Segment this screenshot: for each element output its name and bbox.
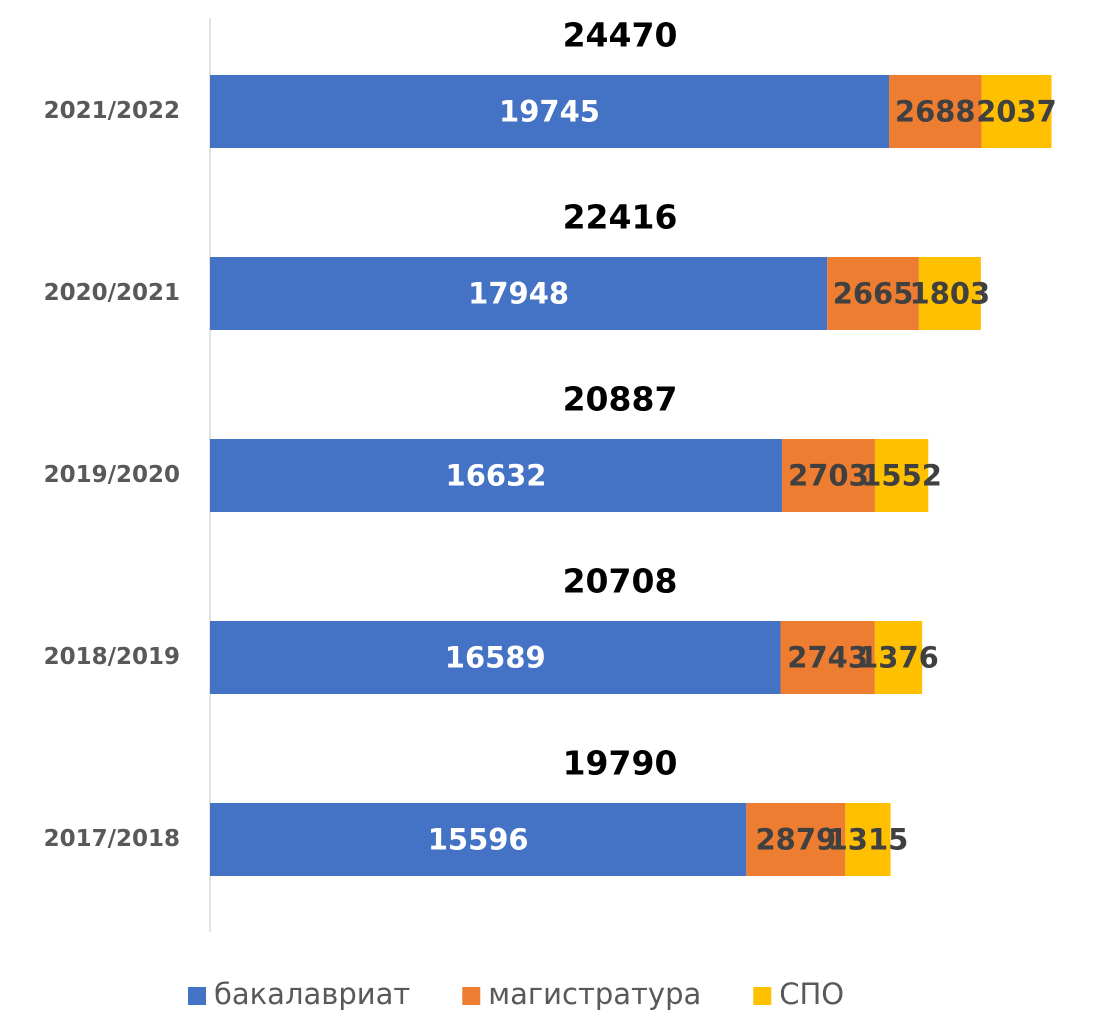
data-label: 2037 <box>976 95 1057 129</box>
y-tick-label: 2019/2020 <box>44 462 180 488</box>
legend-swatch <box>462 987 481 1005</box>
bar-segment <box>889 75 982 148</box>
data-label: 1552 <box>861 459 942 493</box>
total-label: 22416 <box>563 198 678 237</box>
data-label: 2879 <box>755 823 836 857</box>
total-label: 24470 <box>563 16 678 55</box>
data-label: 17948 <box>468 277 569 311</box>
bar-segment <box>210 621 781 694</box>
bar-segment <box>874 621 923 694</box>
data-label: 2703 <box>788 459 869 493</box>
legend-label: СПО <box>779 977 844 1011</box>
y-tick-label: 2021/2022 <box>44 98 180 124</box>
bar-segment <box>827 257 919 330</box>
legend-swatch <box>188 987 206 1005</box>
bar-segment <box>210 257 828 330</box>
bar-segment <box>781 439 875 512</box>
y-tick-label: 2017/2018 <box>44 826 180 852</box>
bar-segment <box>918 257 981 330</box>
bar-segment <box>981 75 1052 148</box>
data-label: 15596 <box>428 823 529 857</box>
legend-label: магистратура <box>488 977 701 1011</box>
bar-segment <box>845 803 891 876</box>
data-label: 1803 <box>910 277 991 311</box>
data-label: 2688 <box>895 95 976 129</box>
legend-swatch <box>753 987 772 1005</box>
bar-segment <box>210 75 890 148</box>
data-label: 2743 <box>787 641 868 675</box>
data-label: 2665 <box>833 277 914 311</box>
legend-label: бакалавриат <box>214 977 410 1011</box>
data-label: 16589 <box>445 641 546 675</box>
data-label: 16632 <box>446 459 547 493</box>
data-label: 19745 <box>499 95 600 129</box>
total-label: 20887 <box>563 380 678 419</box>
bar-segment <box>210 803 747 876</box>
bar-segment <box>746 803 846 876</box>
bar-segment <box>210 439 782 512</box>
total-label: 19790 <box>563 744 678 783</box>
bar-segment <box>780 621 875 694</box>
data-label: 1376 <box>858 641 939 675</box>
y-tick-label: 2020/2021 <box>44 280 180 306</box>
bar-segment <box>874 439 929 512</box>
total-label: 20708 <box>563 562 678 601</box>
data-label: 1315 <box>828 823 909 857</box>
y-tick-label: 2018/2019 <box>44 644 180 670</box>
